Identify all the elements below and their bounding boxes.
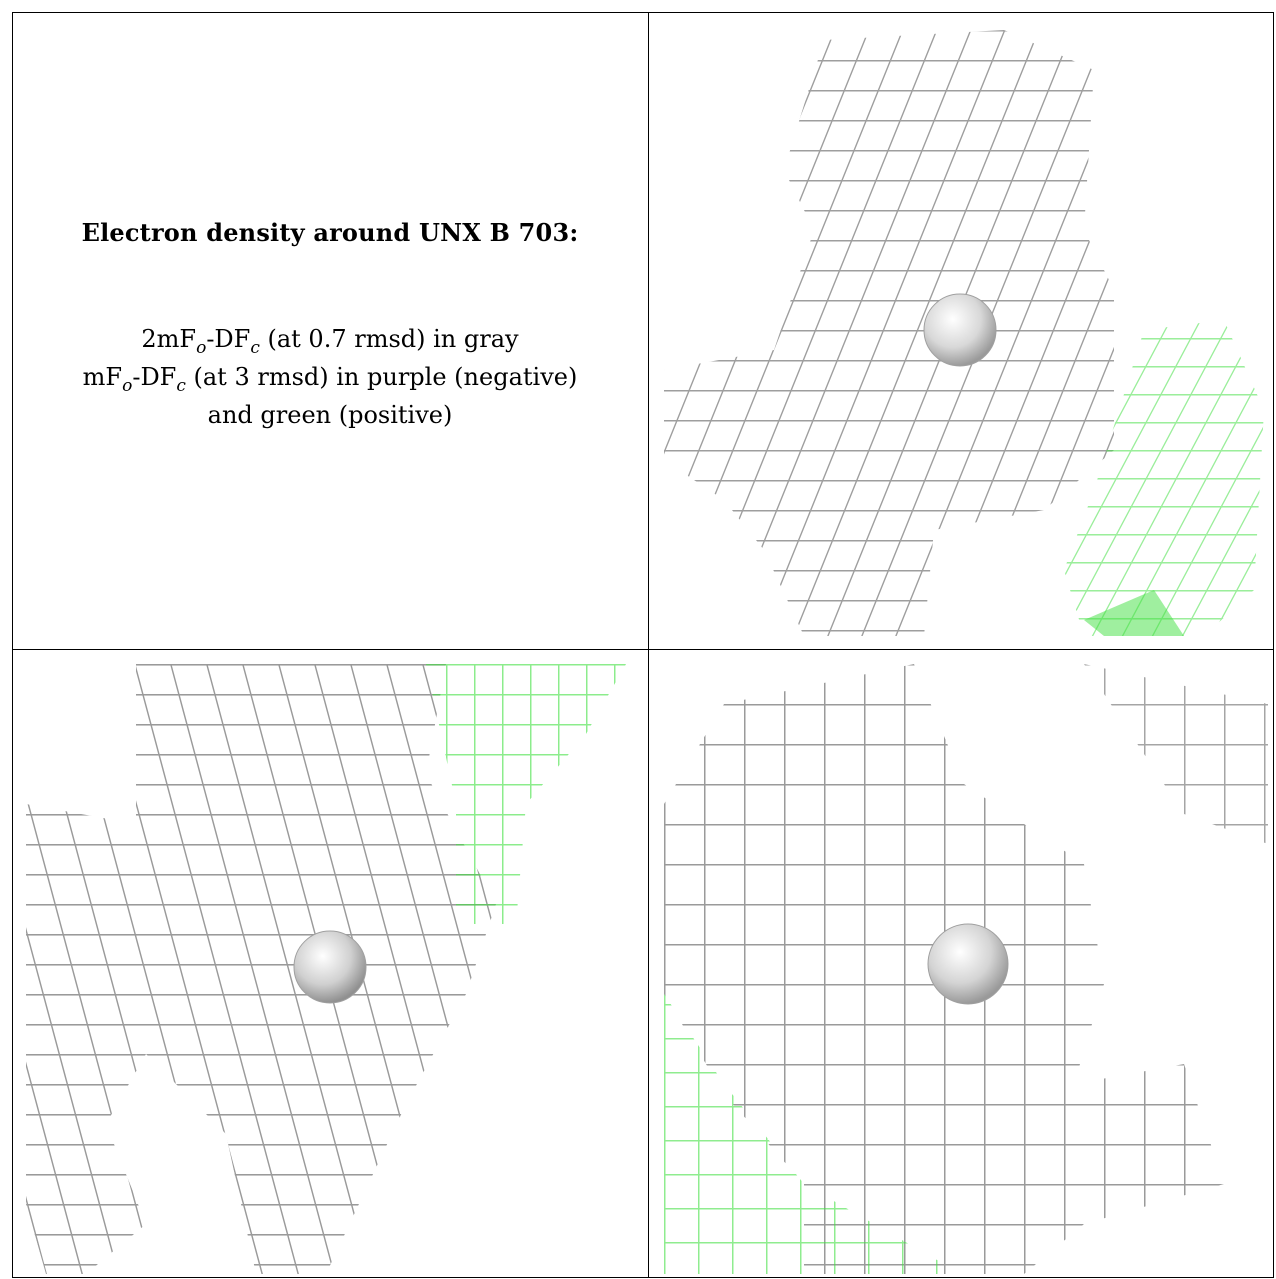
caption-cell: Electron density around UNX B 703: 2mFo-…: [14, 14, 646, 646]
legend-line-difference: mFo-DFc (at 3 rmsd) in purple (negative): [82, 363, 578, 396]
bottom-right-view: [664, 664, 1268, 1274]
caption-title: Electron density around UNX B 703:: [81, 218, 579, 247]
figure-frame: [12, 12, 1274, 1278]
legend-line-green: and green (positive): [207, 401, 453, 429]
density-mesh-image: [664, 30, 1264, 636]
top-right-view: [664, 30, 1268, 636]
legend-line-gray: 2mFo-DFc (at 0.7 rmsd) in gray: [141, 325, 519, 358]
density-mesh-image: [26, 664, 626, 1274]
bottom-left-view: [26, 664, 633, 1274]
grid-divider-vertical: [648, 12, 649, 1278]
grid-divider-horizontal: [12, 649, 1274, 650]
density-mesh-image: [664, 664, 1268, 1274]
caption-legend: 2mFo-DFc (at 0.7 rmsd) in gray mFo-DFc (…: [14, 320, 646, 434]
